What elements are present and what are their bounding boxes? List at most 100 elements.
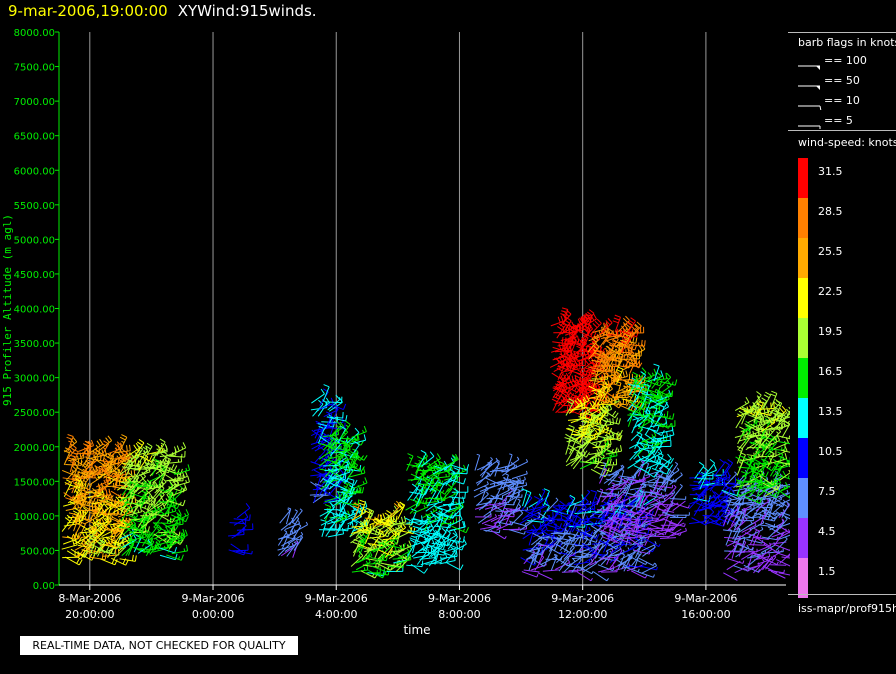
wind-barb [664,500,674,517]
wind-barb [451,464,470,471]
barb-legend-row: == 5 [798,114,896,130]
wind-barb [413,501,429,514]
speed-color-swatch [798,558,808,598]
wind-barb [327,433,338,451]
speed-scale-label: 16.5 [818,365,843,378]
y-tick-label: 5000.00 [14,235,55,246]
wind-barb [537,572,553,580]
wind-barb [537,489,546,506]
y-tick-label: 6500.00 [14,132,55,143]
speed-color-swatch [798,278,808,318]
wind-barb [171,484,188,497]
x-tick-date: 9-Mar-2006 [428,592,491,605]
barb-sample-icon [798,105,822,110]
legend-footer: iss-mapr/prof915h [798,602,896,615]
wind-barb [397,544,412,559]
x-tick-time: 12:00:00 [558,608,607,621]
barb-sample-icon [798,85,820,90]
wind-barb [723,572,738,581]
x-tick-time: 4:00:00 [315,608,357,621]
wind-barb [171,442,187,456]
barb-legend-row: == 50 [798,74,896,90]
legend-divider [788,594,896,595]
wind-barb [166,509,182,523]
wind-barb [550,506,559,525]
wind-barb [119,554,137,562]
x-tick-date: 9-Mar-2006 [674,592,737,605]
speed-scale-label: 4.5 [818,525,836,538]
wind-barb [338,481,349,499]
barb-legend-row: == 100 [798,54,896,70]
wind-barb [612,314,621,333]
wind-barb [593,571,609,582]
wind-barb [528,528,535,546]
speed-color-swatch [798,478,808,518]
wind-barb [165,468,183,476]
wind-barb [109,441,122,458]
wind-barb [323,502,336,520]
speed-color-swatch [798,358,808,398]
wind-barb [724,548,741,552]
barb-legend-label: == 5 [824,114,853,127]
wind-barb [145,538,155,557]
chart-header: 9-mar-2006,19:00:00 XYWind:915winds. [8,2,317,24]
wind-barb [233,511,249,526]
wind-barb [397,501,406,520]
wind-barb [512,498,521,515]
wind-barb [542,569,559,572]
wind-barb [149,524,162,540]
wind-barb [352,502,360,521]
speed-color-swatch [798,318,808,358]
y-axis-label: 915 Profiler Altitude (m agl) [1,214,14,406]
wind-barb [349,467,366,478]
x-tick-date: 9-Mar-2006 [551,592,614,605]
wind-barb [340,420,351,438]
wind-barb [134,439,145,457]
speed-scale-label: 7.5 [818,485,836,498]
wind-barb [727,539,745,545]
wind-barb [352,477,368,490]
wind-barb [521,571,539,578]
y-tick-label: 4500.00 [14,270,55,281]
wind-barb [474,453,481,471]
wind-barb [174,464,191,475]
wind-barb [311,388,325,404]
wind-barb [292,523,302,540]
wind-barb [555,543,572,553]
y-tick-label: 2000.00 [14,443,55,454]
wind-barb [328,403,347,410]
x-tick-time: 20:00:00 [65,608,114,621]
wind-profiler-plot: 0.00 500.00 1000.00 1500.00 2000.00 2500.00 30… [1,28,790,637]
wind-barb [673,512,690,516]
wind-barb [490,530,507,540]
wind-barb [445,561,464,571]
wind-barb [171,544,189,555]
wind-barb [291,508,303,524]
wind-barb [99,557,118,566]
wind-barb [412,525,431,532]
wind-barb [595,550,609,564]
y-tick-label: 7500.00 [14,63,55,74]
wind-barb [512,458,529,470]
wind-barb [114,444,131,454]
wind-barb [94,488,111,499]
y-tick-label: 500.00 [20,546,55,557]
wind-barb [235,550,253,555]
wind-barb [384,560,402,568]
wind-barb [647,427,665,436]
wind-barb [236,523,254,531]
wind-barb [168,451,186,458]
wind-barb [388,543,406,550]
wind-barb [289,509,298,526]
wind-barb [339,477,358,486]
wind-barb [159,546,178,554]
wind-barb [396,540,412,553]
wind-barb [309,491,327,496]
wind-barb [346,487,365,494]
speed-color-swatch [798,238,808,278]
wind-barb [169,528,186,541]
x-tick-date: 9-Mar-2006 [305,592,368,605]
wind-barb [173,509,190,522]
wind-barb [396,518,414,525]
speed-scale-label: 28.5 [818,205,843,218]
